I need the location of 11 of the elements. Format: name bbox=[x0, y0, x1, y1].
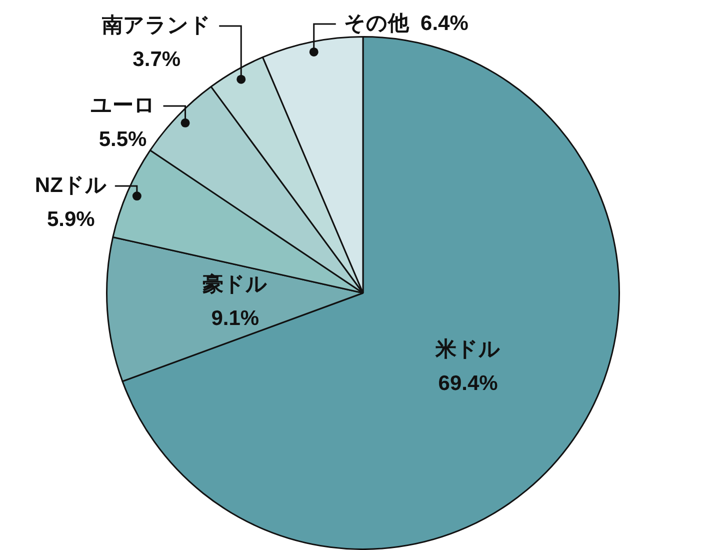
slice-label: 南アランド bbox=[101, 14, 212, 37]
data-label: 69.4% bbox=[438, 372, 498, 396]
slice-label: ユーロ bbox=[90, 94, 156, 117]
slice-label: 米ドル bbox=[434, 338, 501, 362]
slice-label: その他 6.4% bbox=[344, 12, 469, 35]
data-label: 5.5% bbox=[98, 128, 148, 151]
slice-label: 豪ドル bbox=[202, 273, 268, 296]
data-label: 3.7% bbox=[132, 48, 181, 71]
data-label: 9.1% bbox=[211, 307, 260, 330]
slice-label: NZドル bbox=[34, 174, 107, 197]
data-label: 5.9% bbox=[46, 208, 96, 231]
